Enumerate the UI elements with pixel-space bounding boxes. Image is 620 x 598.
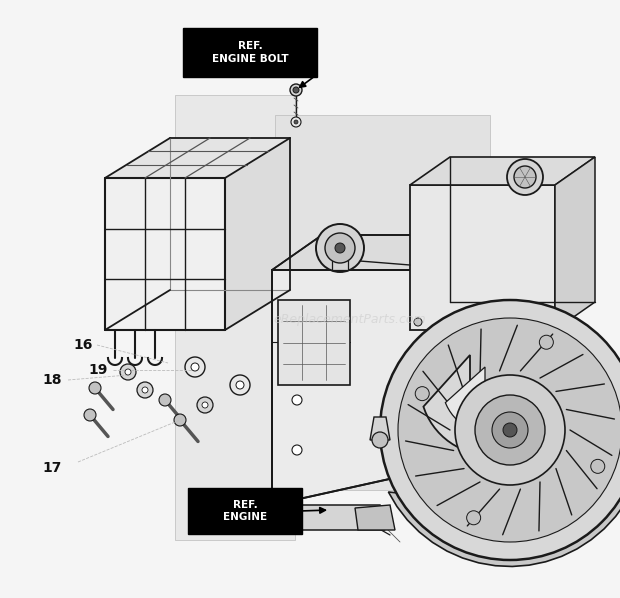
Text: 16: 16 [74, 338, 93, 352]
FancyBboxPatch shape [188, 488, 302, 534]
Polygon shape [410, 157, 595, 185]
Polygon shape [272, 235, 480, 270]
Circle shape [84, 409, 96, 421]
Circle shape [292, 445, 302, 455]
Circle shape [475, 395, 545, 465]
Circle shape [185, 357, 205, 377]
Circle shape [467, 511, 480, 525]
Circle shape [230, 375, 250, 395]
Polygon shape [555, 157, 595, 330]
Circle shape [236, 381, 244, 389]
Polygon shape [430, 235, 480, 470]
Text: REF.
ENGINE: REF. ENGINE [223, 500, 267, 522]
Polygon shape [105, 178, 225, 330]
Polygon shape [105, 138, 290, 178]
Circle shape [89, 382, 101, 394]
Polygon shape [355, 505, 395, 530]
FancyBboxPatch shape [183, 28, 317, 77]
Polygon shape [278, 300, 350, 385]
Polygon shape [175, 95, 295, 540]
Circle shape [372, 432, 388, 448]
Polygon shape [445, 367, 534, 433]
Circle shape [414, 318, 422, 326]
Circle shape [325, 233, 355, 263]
Circle shape [514, 166, 536, 188]
Polygon shape [332, 258, 348, 270]
Text: 18: 18 [43, 373, 62, 387]
Circle shape [492, 412, 528, 448]
Polygon shape [370, 417, 390, 440]
Text: 17: 17 [43, 461, 62, 475]
Circle shape [398, 318, 620, 542]
Polygon shape [272, 505, 385, 530]
Polygon shape [272, 270, 430, 505]
Circle shape [455, 375, 565, 485]
Circle shape [507, 159, 543, 195]
Circle shape [294, 120, 298, 124]
Circle shape [197, 397, 213, 413]
Circle shape [290, 84, 302, 96]
Circle shape [591, 459, 604, 474]
Circle shape [380, 300, 620, 560]
Circle shape [159, 394, 171, 406]
Polygon shape [388, 300, 620, 566]
Text: eReplacementParts.com: eReplacementParts.com [273, 313, 427, 327]
Circle shape [202, 402, 208, 408]
Circle shape [539, 335, 554, 349]
Text: 19: 19 [89, 363, 108, 377]
Polygon shape [423, 355, 557, 455]
Circle shape [316, 224, 364, 272]
Circle shape [142, 387, 148, 393]
Polygon shape [410, 185, 555, 330]
Circle shape [291, 117, 301, 127]
Circle shape [503, 423, 517, 437]
Circle shape [335, 243, 345, 253]
Circle shape [174, 414, 186, 426]
Circle shape [293, 87, 299, 93]
Circle shape [120, 364, 136, 380]
Circle shape [125, 369, 131, 375]
Circle shape [292, 395, 302, 405]
Circle shape [415, 387, 429, 401]
Text: REF.
ENGINE BOLT: REF. ENGINE BOLT [211, 41, 288, 64]
Polygon shape [275, 115, 490, 490]
Circle shape [137, 382, 153, 398]
Polygon shape [225, 138, 290, 330]
Circle shape [191, 363, 199, 371]
